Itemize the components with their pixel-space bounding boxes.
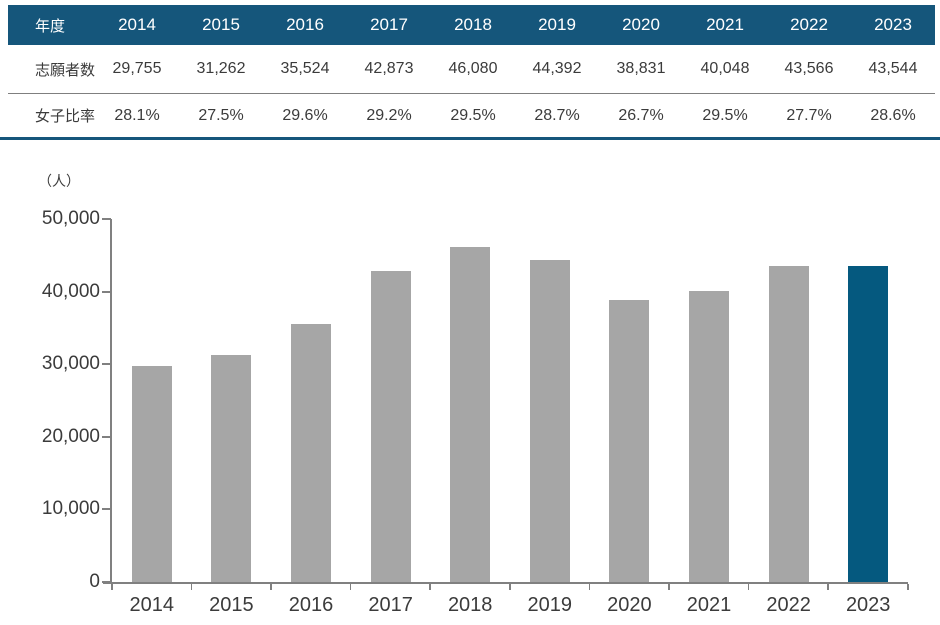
x-axis-label: 2016 <box>288 594 334 616</box>
table-row-label: 志願者数 <box>35 61 96 79</box>
table-header-row: 年度 2014 2015 2016 2017 2018 2019 2020 2021 2022 2… <box>8 5 935 45</box>
bar-2017 <box>370 270 411 582</box>
table-header-year: 2017 <box>370 15 408 34</box>
x-axis-tick <box>588 584 591 590</box>
bar-2016 <box>291 324 331 582</box>
table-cell: 27.7% <box>786 106 832 124</box>
table-cell: 40,048 <box>700 60 750 77</box>
table-row-label: 女子比率 <box>35 108 96 125</box>
table-cell: 26.7% <box>618 106 664 124</box>
table-cell: 31,262 <box>196 60 246 77</box>
bar-2023 <box>848 265 889 582</box>
table-cell: 29,755 <box>112 60 162 77</box>
table-cell: 28.7% <box>534 106 580 124</box>
x-axis-tick <box>907 584 909 590</box>
x-axis-label: 2023 <box>845 594 891 616</box>
x-axis-label: 2015 <box>209 594 254 616</box>
x-axis-tick <box>668 584 670 590</box>
x-axis-label: 2018 <box>447 594 493 616</box>
y-axis-tick-label: 10,000 <box>41 498 100 520</box>
bar-2018 <box>450 247 491 582</box>
x-axis-label: 2017 <box>368 594 413 616</box>
table-cell: 29.5% <box>702 106 748 124</box>
x-axis-tick <box>429 584 431 590</box>
x-axis-tick <box>747 584 750 590</box>
table-cell: 28.6% <box>870 106 916 124</box>
y-axis-tick <box>102 218 111 220</box>
table-cell: 29.2% <box>366 106 412 124</box>
table-row-separator <box>8 93 935 94</box>
table-header-year: 2015 <box>202 15 240 34</box>
y-axis-tick-label: 20,000 <box>41 425 100 447</box>
y-axis-tick-label: 50,000 <box>41 208 100 229</box>
table-header-year: 2023 <box>874 15 912 34</box>
table-header-year: 2022 <box>790 15 828 34</box>
table-cell: 38,831 <box>616 60 666 77</box>
x-axis-label: 2022 <box>766 594 811 616</box>
x-axis-tick <box>111 584 113 590</box>
data-table: 年度 2014 2015 2016 2017 2018 2019 2020 2021 2022 2… <box>0 0 940 137</box>
x-axis-label: 2020 <box>607 594 652 616</box>
x-axis-label: 2014 <box>129 594 175 616</box>
y-axis-tick <box>102 508 111 511</box>
table-row-applicants: 志願者数 29,755 31,262 35,524 42,873 46,080 44,392… <box>8 45 935 93</box>
bar-2022 <box>768 265 809 582</box>
x-axis-label: 2021 <box>686 594 732 616</box>
table-cell: 43,566 <box>784 60 834 77</box>
table-header-label: 年度 <box>35 17 66 35</box>
y-axis-tick-label: 40,000 <box>41 280 100 302</box>
y-axis-unit-label: （人） <box>38 173 80 189</box>
table-cell: 43,544 <box>868 60 918 77</box>
table-row-female-ratio: 女子比率 28.1% 27.5% 29.6% 29.2% 29.5% 28.7% 26.7% 2… <box>8 94 935 137</box>
x-axis-tick <box>509 584 511 590</box>
y-axis-tick <box>102 435 111 438</box>
table-cell: 29.5% <box>450 106 496 124</box>
table-header-year: 2016 <box>286 15 324 34</box>
table-cell: 42,873 <box>364 60 414 77</box>
bar-2015 <box>211 355 252 582</box>
x-axis-tick <box>270 584 272 590</box>
x-axis-label: 2019 <box>527 594 573 616</box>
bar-2019 <box>529 259 570 582</box>
applicants-bar-chart: （人） 0 10,000 20,000 30,000 40,000 50,000 2014 2… <box>0 140 940 624</box>
table-cell: 46,080 <box>448 60 498 77</box>
table-cell: 44,392 <box>532 60 582 77</box>
table-bottom-divider <box>0 137 940 140</box>
x-axis-tick <box>190 584 193 590</box>
table-header-year: 2014 <box>118 15 156 34</box>
y-axis-tick <box>102 581 111 583</box>
table-cell: 28.1% <box>114 106 160 124</box>
bar-2021 <box>689 291 729 582</box>
bar-2020 <box>609 300 650 582</box>
y-axis-tick <box>102 290 111 293</box>
y-axis-line <box>110 219 112 582</box>
table-header-year: 2021 <box>706 15 744 34</box>
x-axis-tick <box>827 584 829 590</box>
x-axis-line <box>103 582 908 584</box>
table-cell: 35,524 <box>280 60 330 77</box>
table-header-year: 2020 <box>622 15 660 34</box>
table-cell: 27.5% <box>198 106 244 124</box>
y-axis-tick-label: 30,000 <box>41 353 100 375</box>
table-header-year: 2018 <box>454 15 492 34</box>
y-axis-tick-label: 0 <box>89 571 100 592</box>
table-cell: 29.6% <box>282 106 328 124</box>
bar-2014 <box>131 365 172 582</box>
y-axis-tick <box>102 363 111 366</box>
x-axis-tick <box>349 584 352 590</box>
table-header-year: 2019 <box>538 15 576 34</box>
